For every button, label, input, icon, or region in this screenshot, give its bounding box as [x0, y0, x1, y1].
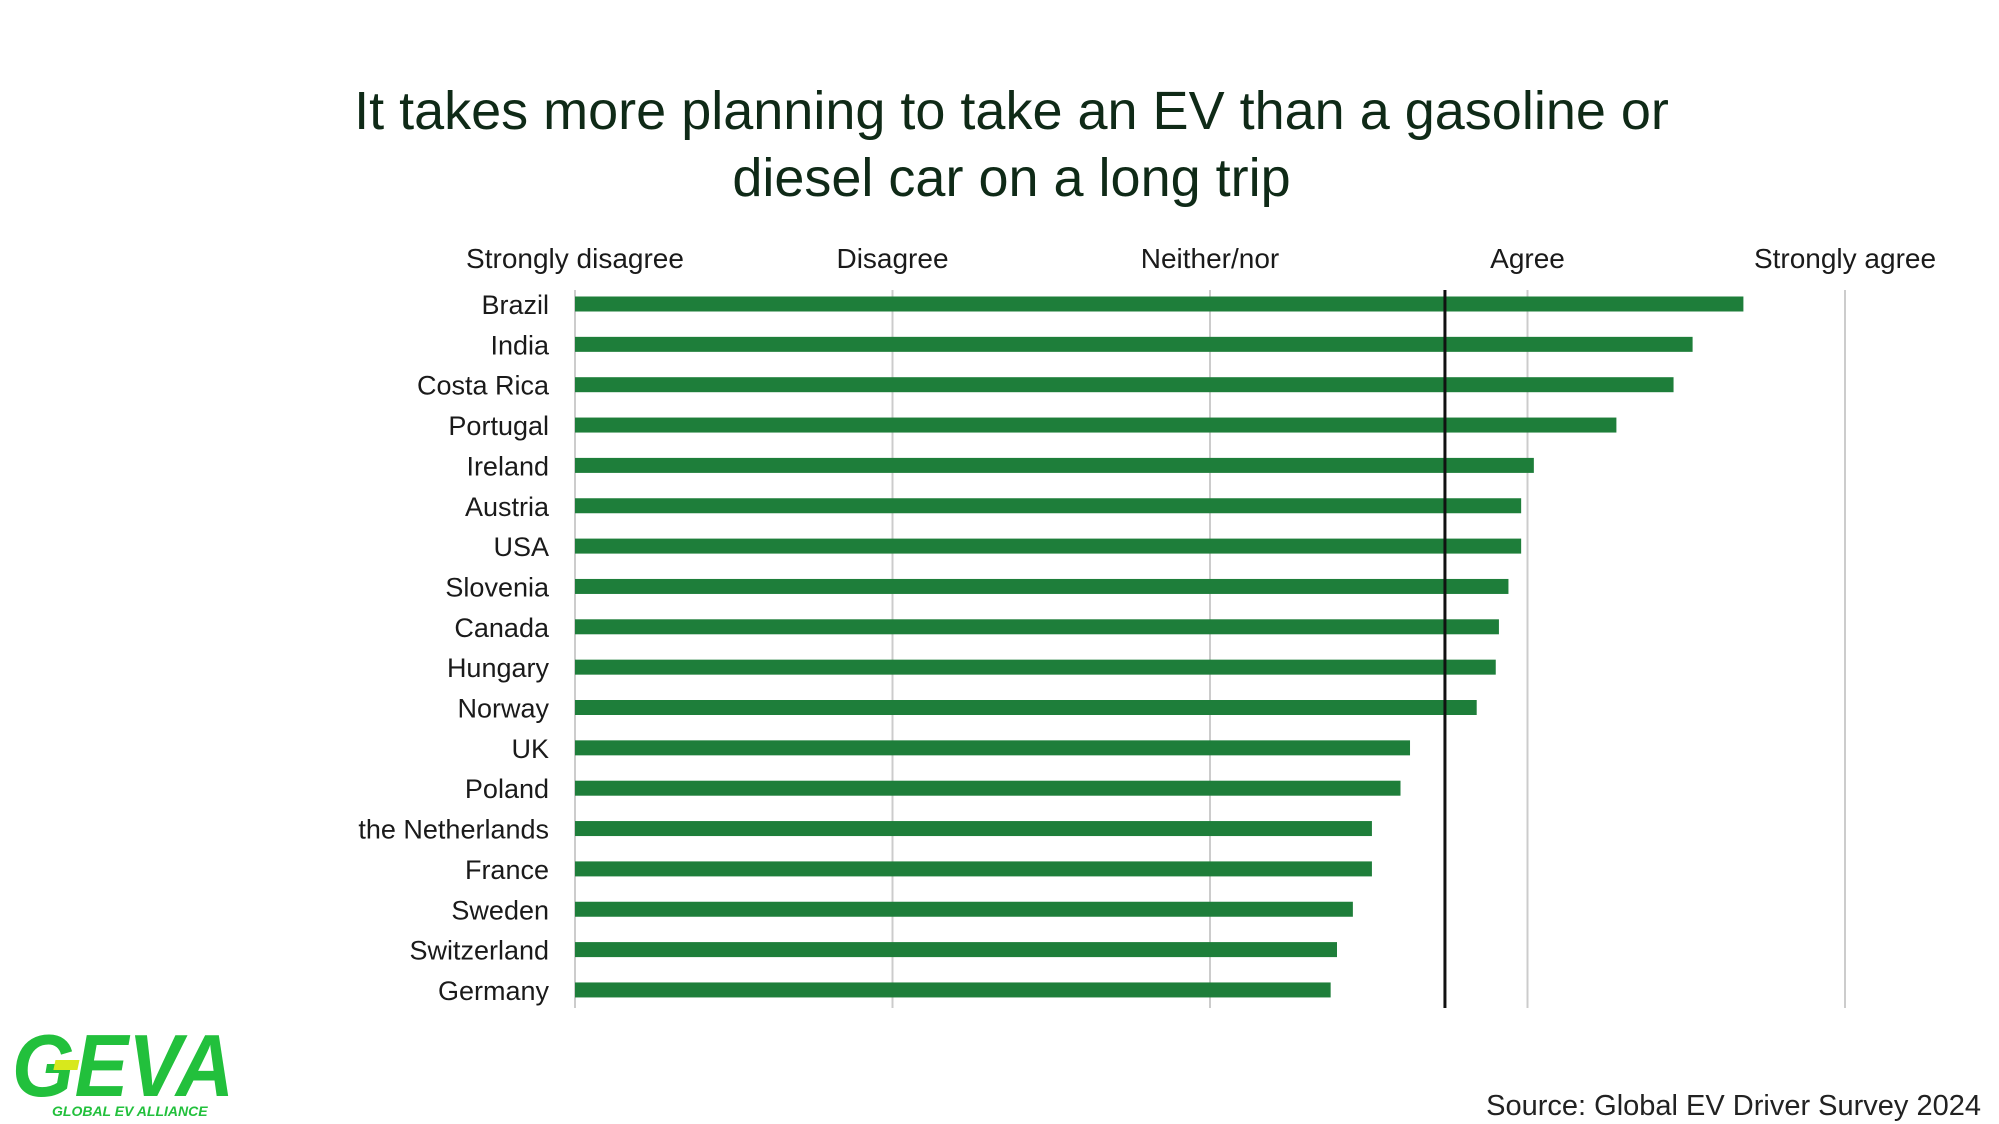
bar [575, 417, 1617, 433]
bar [575, 377, 1674, 393]
logo-tagline: GLOBAL EV ALLIANCE [52, 1103, 208, 1119]
bar [575, 578, 1509, 594]
category-label: Hungary [447, 653, 550, 683]
category-label: Canada [454, 613, 550, 643]
scale-label: Neither/nor [1141, 243, 1280, 274]
bar [575, 457, 1534, 473]
category-label: Portugal [448, 411, 549, 441]
category-label: Switzerland [409, 936, 549, 966]
bar [575, 538, 1522, 554]
geva-logo: GEVA GLOBAL EV ALLIANCE [12, 1020, 234, 1119]
bar [575, 659, 1496, 675]
category-label: Brazil [481, 290, 549, 320]
source-note: Source: Global EV Driver Survey 2024 [1486, 1090, 1981, 1122]
category-label: USA [493, 532, 549, 562]
category-label: Norway [457, 694, 549, 724]
bar [575, 498, 1522, 514]
scale-label: Strongly agree [1754, 243, 1936, 274]
bar [575, 780, 1401, 796]
bar [575, 740, 1411, 756]
category-label: Poland [465, 774, 549, 804]
chart-title: It takes more planning to take an EV tha… [0, 78, 1999, 212]
bar [575, 700, 1477, 715]
bar [575, 296, 1744, 312]
category-label: UK [511, 734, 549, 764]
category-label: Ireland [466, 451, 549, 481]
scale-label: Disagree [836, 243, 948, 274]
bar [575, 861, 1372, 877]
bar [575, 942, 1337, 958]
bar [575, 901, 1353, 917]
scale-label: Strongly disagree [466, 243, 684, 274]
bar [575, 336, 1693, 352]
bar [575, 619, 1499, 635]
category-label: Sweden [451, 895, 549, 925]
logo-accent-mark [53, 1060, 80, 1070]
logo-wordmark: GEVA [12, 1020, 234, 1115]
category-label: Costa Rica [417, 371, 550, 401]
bar [575, 982, 1331, 998]
category-label: India [490, 330, 550, 360]
chart-title-line-2: diesel car on a long trip [732, 148, 1291, 208]
category-label: Slovenia [445, 572, 550, 602]
category-label: the Netherlands [358, 815, 549, 845]
category-label: Germany [438, 976, 550, 1006]
category-label: Austria [465, 492, 550, 522]
category-label: France [465, 855, 549, 885]
bar [575, 821, 1372, 837]
scale-label: Agree [1490, 243, 1565, 274]
chart-title-line-1: It takes more planning to take an EV tha… [354, 81, 1669, 141]
